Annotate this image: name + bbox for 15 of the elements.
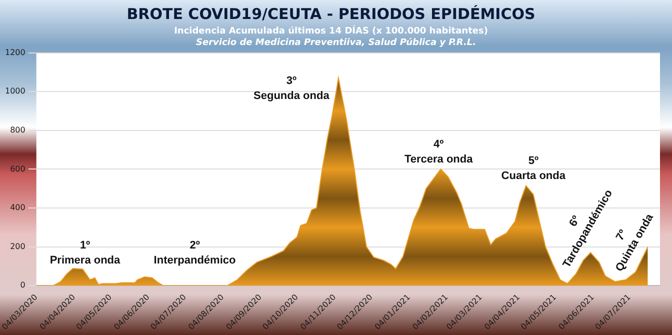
annotation: 2º Interpandémico — [154, 240, 236, 267]
chart-subtitle: Incidencia Acumulada últimos 14 DÍAS (x 100.000 habitantes) — [174, 24, 488, 37]
annotation: 5º Cuarta onda — [501, 154, 566, 182]
y-tick-label: 600 — [10, 164, 26, 174]
y-tick-label: 1200 — [5, 48, 26, 57]
y-tick-label: 800 — [10, 125, 26, 134]
text: Servicio de Medicina Preventiiva, Salud Pública y P.R.L. — [196, 37, 476, 48]
annotation: 4º Tercera onda — [404, 138, 474, 166]
annotation: 3º Segunda onda — [254, 74, 330, 102]
annotation: 1º Primera onda — [50, 240, 122, 267]
y-tick-label: 200 — [10, 242, 26, 251]
y-tick-label: 0 — [20, 280, 26, 290]
y-tick-label: 1000 — [5, 86, 26, 96]
y-tick-label: 400 — [10, 203, 26, 212]
chart-title: BROTE COVID19/CEUTA - PERIODOS EPIDÉMICOS — [126, 4, 536, 23]
